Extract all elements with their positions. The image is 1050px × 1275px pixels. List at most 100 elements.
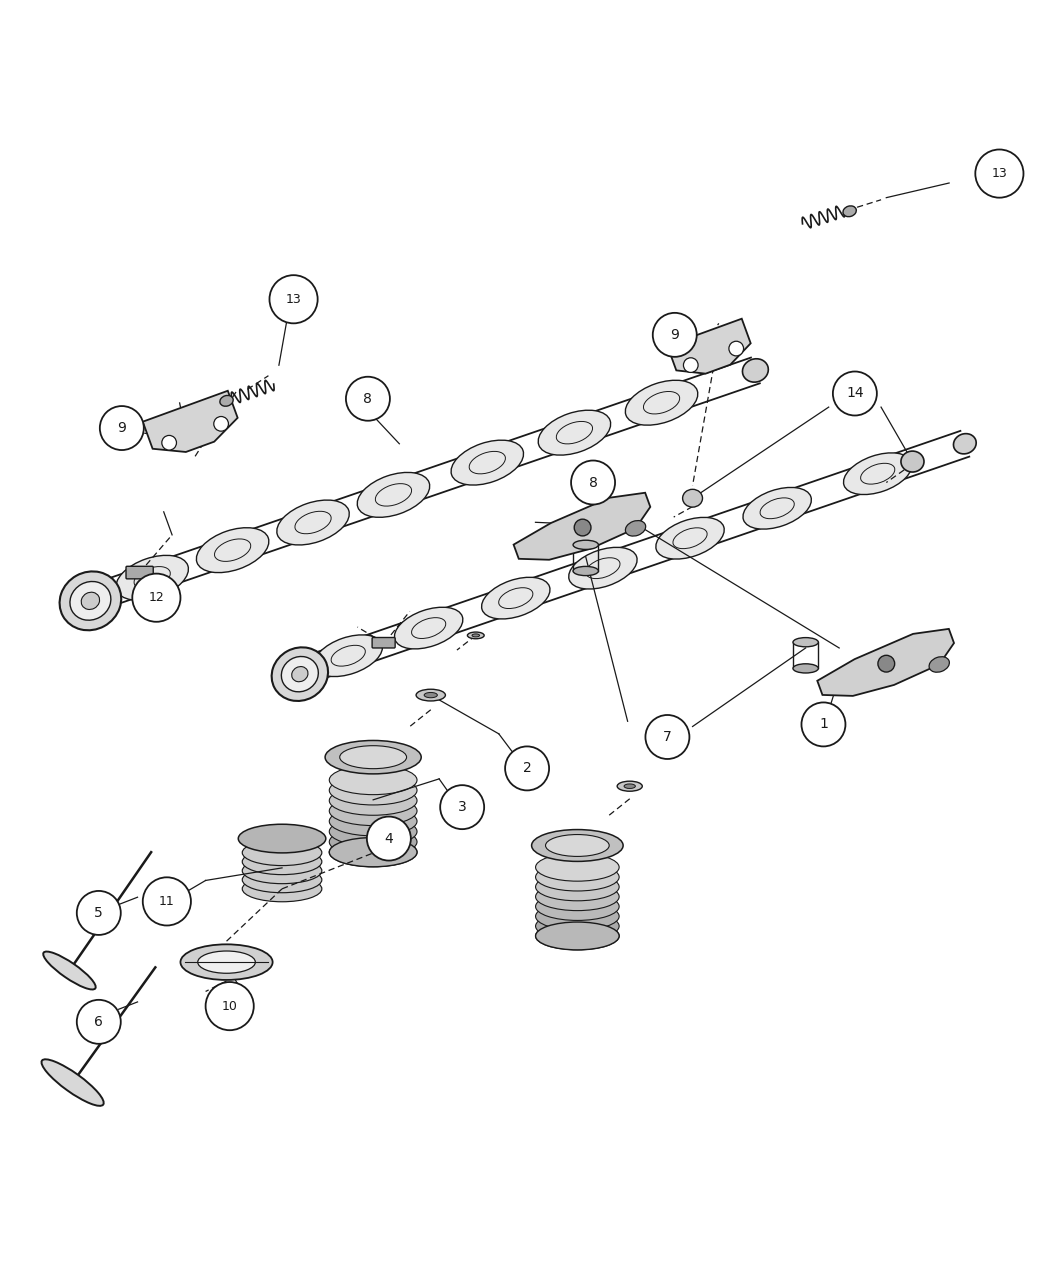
Ellipse shape	[424, 692, 438, 697]
Text: 1: 1	[819, 718, 827, 732]
Ellipse shape	[243, 858, 322, 884]
Text: 13: 13	[991, 167, 1007, 180]
Ellipse shape	[742, 358, 769, 382]
Ellipse shape	[330, 838, 417, 867]
Polygon shape	[668, 319, 751, 374]
Ellipse shape	[70, 581, 111, 620]
Ellipse shape	[536, 863, 620, 891]
Circle shape	[206, 982, 254, 1030]
Circle shape	[162, 436, 176, 450]
Circle shape	[77, 891, 121, 935]
Ellipse shape	[573, 541, 598, 550]
Ellipse shape	[292, 667, 308, 682]
Circle shape	[143, 877, 191, 926]
Ellipse shape	[843, 205, 857, 217]
Ellipse shape	[539, 411, 611, 455]
Ellipse shape	[181, 945, 273, 980]
Text: 8: 8	[363, 391, 373, 405]
Circle shape	[729, 342, 743, 356]
Ellipse shape	[330, 785, 417, 815]
Ellipse shape	[743, 487, 812, 529]
Text: 10: 10	[222, 1000, 237, 1012]
Circle shape	[574, 519, 591, 536]
Ellipse shape	[357, 473, 429, 518]
Polygon shape	[817, 629, 954, 696]
Circle shape	[214, 417, 229, 431]
Ellipse shape	[330, 765, 417, 794]
Circle shape	[77, 1000, 121, 1044]
Ellipse shape	[340, 746, 406, 769]
Circle shape	[345, 376, 390, 421]
Ellipse shape	[243, 840, 322, 866]
Ellipse shape	[536, 922, 620, 950]
Text: 9: 9	[670, 328, 679, 342]
Text: 9: 9	[118, 421, 126, 435]
Circle shape	[653, 312, 697, 357]
Ellipse shape	[81, 592, 100, 609]
Ellipse shape	[314, 635, 382, 677]
Ellipse shape	[682, 490, 702, 507]
Ellipse shape	[546, 835, 609, 857]
Ellipse shape	[243, 867, 322, 892]
Ellipse shape	[60, 571, 121, 630]
Ellipse shape	[793, 638, 818, 646]
Circle shape	[100, 405, 144, 450]
Ellipse shape	[272, 648, 328, 701]
Ellipse shape	[330, 838, 417, 867]
Ellipse shape	[467, 632, 484, 639]
Ellipse shape	[219, 395, 233, 407]
Ellipse shape	[536, 903, 620, 931]
Ellipse shape	[843, 453, 911, 495]
Ellipse shape	[416, 690, 445, 701]
Ellipse shape	[42, 1060, 104, 1105]
Ellipse shape	[197, 951, 255, 973]
Circle shape	[270, 275, 318, 324]
Ellipse shape	[330, 817, 417, 847]
Ellipse shape	[452, 440, 524, 484]
Ellipse shape	[326, 741, 421, 774]
Ellipse shape	[626, 520, 646, 536]
Text: 12: 12	[148, 592, 164, 604]
Ellipse shape	[243, 849, 322, 875]
Ellipse shape	[238, 824, 326, 853]
Text: 2: 2	[523, 761, 531, 775]
Ellipse shape	[953, 434, 976, 454]
Ellipse shape	[43, 951, 96, 989]
Ellipse shape	[116, 556, 188, 601]
Circle shape	[975, 149, 1024, 198]
Circle shape	[878, 655, 895, 672]
Text: 5: 5	[94, 907, 103, 921]
Ellipse shape	[330, 775, 417, 805]
Text: 6: 6	[94, 1015, 103, 1029]
Circle shape	[366, 816, 411, 861]
Ellipse shape	[624, 784, 635, 788]
Circle shape	[132, 574, 181, 622]
Circle shape	[801, 703, 845, 746]
Ellipse shape	[536, 882, 620, 910]
Ellipse shape	[536, 873, 620, 901]
Circle shape	[684, 358, 698, 372]
Ellipse shape	[569, 547, 637, 589]
FancyBboxPatch shape	[126, 566, 153, 579]
Ellipse shape	[656, 518, 724, 558]
Ellipse shape	[196, 528, 269, 572]
Polygon shape	[143, 390, 237, 451]
Ellipse shape	[472, 634, 480, 638]
Ellipse shape	[901, 451, 924, 472]
Text: 14: 14	[846, 386, 864, 400]
Circle shape	[440, 785, 484, 829]
Ellipse shape	[531, 830, 623, 862]
Ellipse shape	[281, 657, 318, 692]
Ellipse shape	[793, 664, 818, 673]
Ellipse shape	[536, 892, 620, 921]
Ellipse shape	[626, 380, 698, 425]
Ellipse shape	[330, 797, 417, 826]
Ellipse shape	[929, 657, 949, 672]
Polygon shape	[513, 492, 650, 560]
Ellipse shape	[536, 853, 620, 881]
Ellipse shape	[536, 922, 620, 950]
Ellipse shape	[536, 912, 620, 940]
Text: 8: 8	[589, 476, 597, 490]
Text: 13: 13	[286, 293, 301, 306]
Text: 3: 3	[458, 801, 466, 815]
